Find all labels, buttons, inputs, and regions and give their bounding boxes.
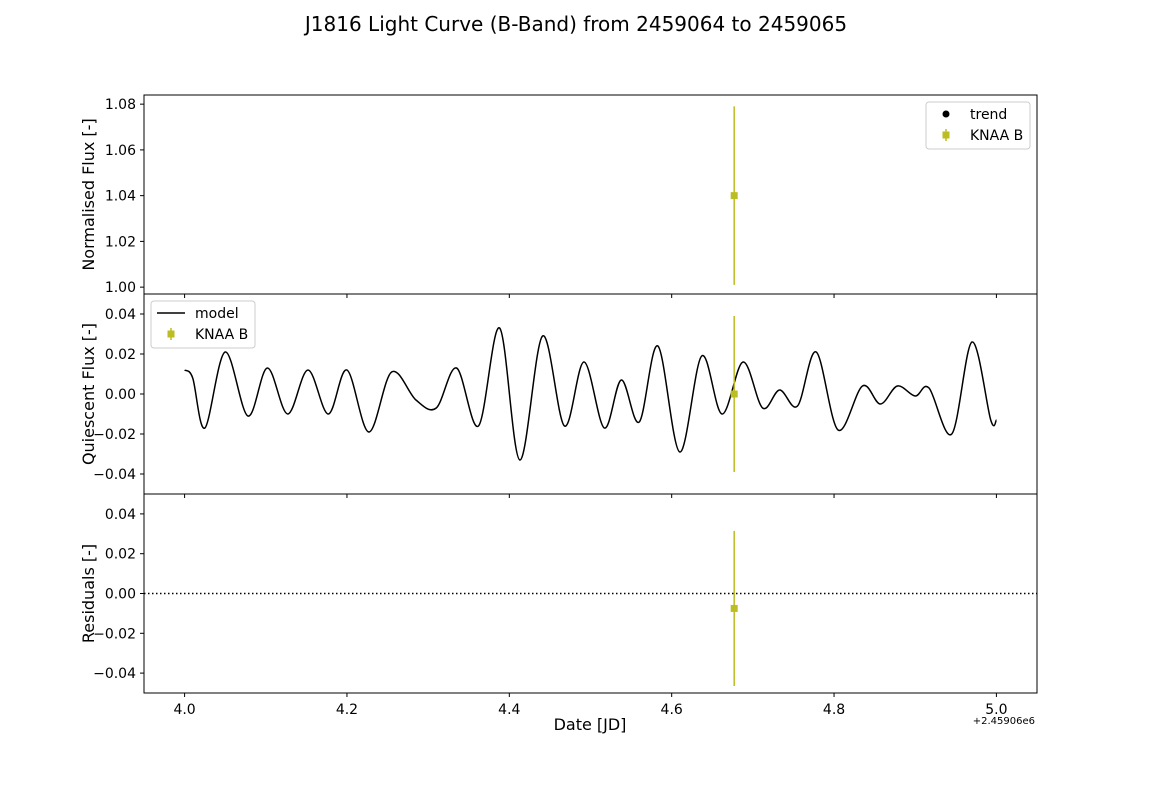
y-tick-label: 0.00 xyxy=(105,387,136,403)
legend-top: trend KNAA B xyxy=(925,101,1031,150)
legend-label: model xyxy=(195,306,239,322)
y-tick-label: −0.02 xyxy=(93,427,136,443)
x-tick-label: 4.2 xyxy=(336,702,358,718)
y-axis-label-top: Normalised Flux [-] xyxy=(79,118,98,270)
legend-middle: model KNAA B xyxy=(150,300,256,349)
y-tick-label: 0.04 xyxy=(105,507,136,523)
y-tick-label: −0.04 xyxy=(93,467,136,483)
legend-label: KNAA B xyxy=(195,327,248,343)
panel-middle: −0.04 −0.02 0.00 0.02 0.04 Quiescent Flux [-]… xyxy=(79,293,1038,498)
legend-label: trend xyxy=(970,107,1007,123)
x-tick-label: 4.0 xyxy=(173,702,195,718)
plot-area-top xyxy=(730,106,738,285)
y-tick-label: 1.06 xyxy=(105,143,136,159)
y-tick-label: 1.02 xyxy=(105,234,136,250)
knaa-b-point xyxy=(730,192,738,200)
legend-box xyxy=(925,101,1031,150)
plot-area-bottom xyxy=(144,530,1037,687)
legend-marker-knaa-point xyxy=(942,131,950,139)
x-tick-label: 4.8 xyxy=(823,702,845,718)
y-tick-label: 1.08 xyxy=(105,97,136,113)
legend-label: KNAA B xyxy=(970,128,1023,144)
y-tick-label: 0.02 xyxy=(105,347,136,363)
knaa-b-point xyxy=(730,604,738,612)
y-tick-label: 1.04 xyxy=(105,189,136,205)
x-tick-label: 4.6 xyxy=(661,702,683,718)
legend-marker-trend xyxy=(942,110,950,118)
y-axis-label-bottom: Residuals [-] xyxy=(79,544,98,643)
panels: 1.00 1.02 1.04 1.06 1.08 Normalised Flux [-] t… xyxy=(79,94,1038,718)
chart-title: J1816 Light Curve (B-Band) from 2459064 … xyxy=(303,12,847,36)
y-tick-label: 0.02 xyxy=(105,547,136,563)
y-axis-label-middle: Quiescent Flux [-] xyxy=(79,323,98,465)
x-axis-offset-label: +2.45906e6 xyxy=(973,716,1035,727)
knaa-b-point xyxy=(730,390,738,398)
y-tick-label: 0.00 xyxy=(105,587,136,603)
y-tick-label: −0.04 xyxy=(93,666,136,682)
panel-top: 1.00 1.02 1.04 1.06 1.08 Normalised Flux [-] t… xyxy=(79,94,1038,298)
plot-area-middle xyxy=(184,316,998,472)
y-tick-label: 0.04 xyxy=(105,307,136,323)
panel-bottom: −0.04 −0.02 0.00 0.02 0.04 4.0 4.2 4.4 4.6 4.8 5.0… xyxy=(79,493,1038,718)
legend-marker-knaa-point xyxy=(167,330,175,338)
x-tick-label: 4.4 xyxy=(498,702,520,718)
x-axis-label: Date [JD] xyxy=(554,715,627,734)
y-tick-label: −0.02 xyxy=(93,626,136,642)
x-tick-label: 5.0 xyxy=(985,702,1007,718)
axes-frame-bottom xyxy=(143,493,1038,694)
model-line xyxy=(184,327,998,461)
y-tick-label: 1.00 xyxy=(105,280,136,296)
